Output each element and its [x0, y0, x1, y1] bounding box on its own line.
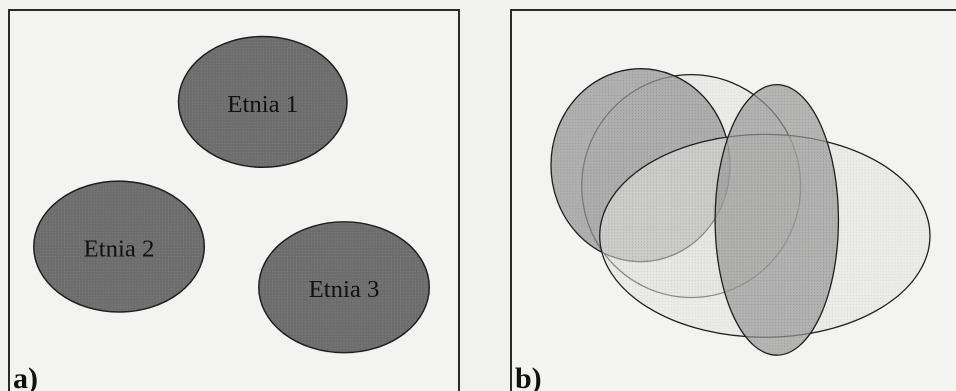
overlap-ellipse-vertical	[714, 83, 840, 356]
panel-b-overlapping-groups: b)	[510, 9, 956, 391]
panel-b-label: b)	[515, 362, 542, 391]
panel-a-label: a)	[13, 362, 38, 391]
group-label-etnia-2: Etnia 2	[84, 236, 155, 263]
panel-a-separate-groups: Etnia 1 Etnia 2 Etnia 3 a)	[8, 9, 460, 391]
group-ellipse-etnia-3: Etnia 3	[258, 221, 430, 354]
panel-b-diagram	[550, 68, 931, 356]
group-ellipse-etnia-1: Etnia 1	[177, 35, 348, 169]
group-label-etnia-1: Etnia 1	[227, 91, 298, 118]
panel-a-diagram: Etnia 1 Etnia 2 Etnia 3	[33, 35, 430, 354]
group-ellipse-etnia-2: Etnia 2	[33, 180, 206, 313]
group-label-etnia-3: Etnia 3	[309, 276, 380, 303]
